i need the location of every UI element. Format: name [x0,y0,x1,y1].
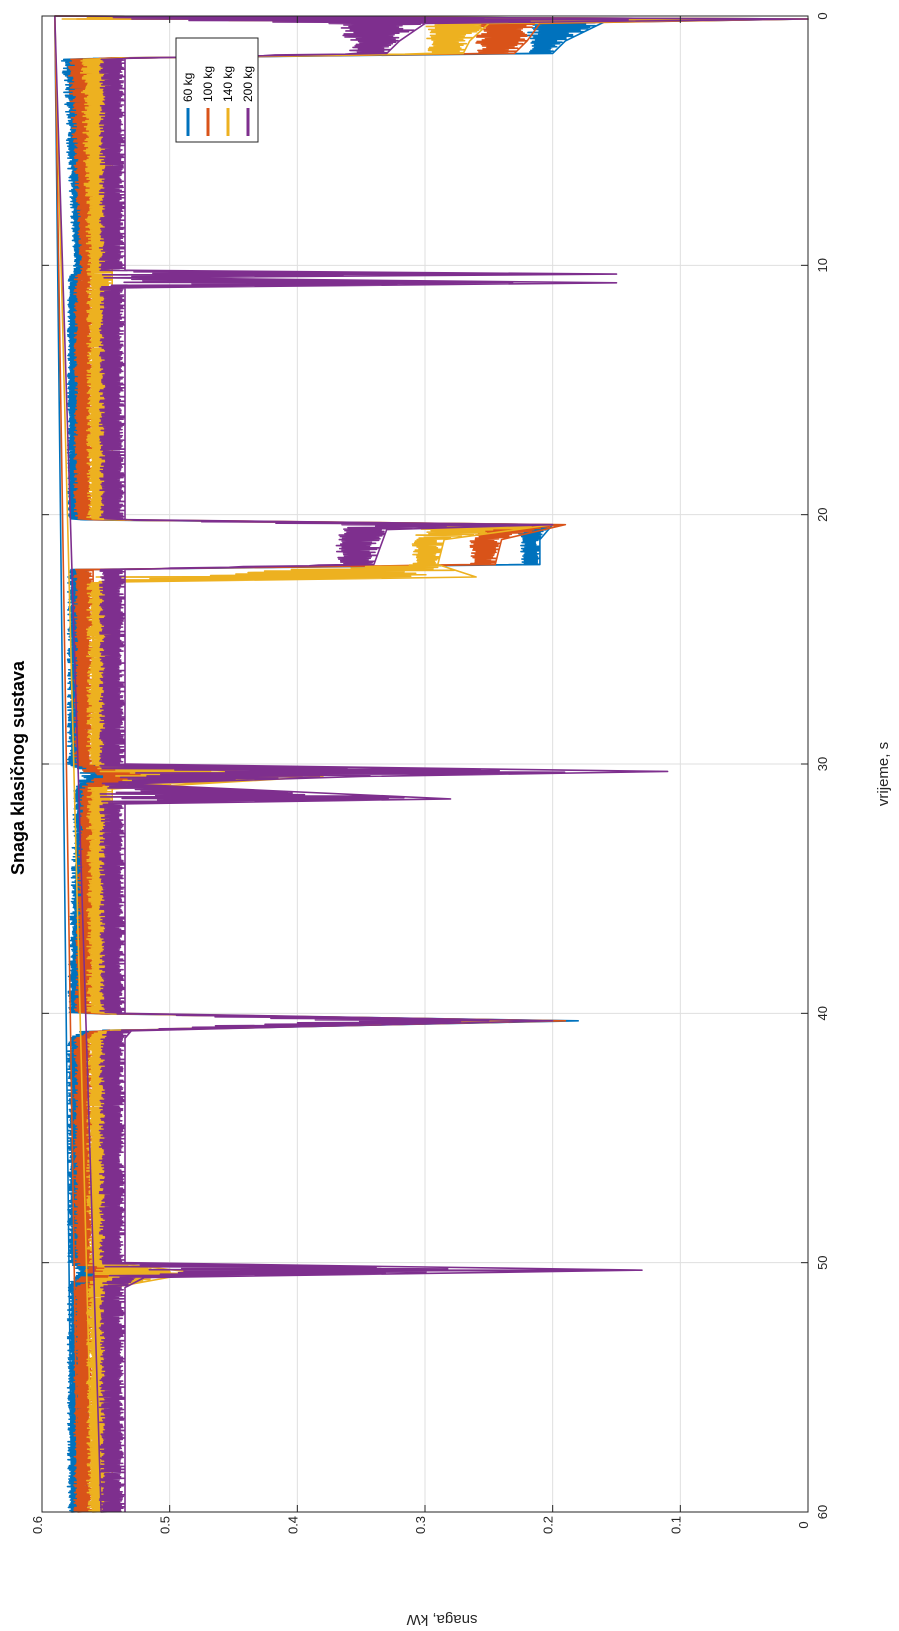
legend-label-3: 200 kg [241,66,255,102]
legend: 60 kg 100 kg 140 kg 200 kg [175,37,259,143]
power-tick-label-6: 0.6 [30,1516,45,1534]
time-tick-label-1: 10 [815,258,830,272]
time-tick-label-2: 20 [815,507,830,521]
power-tick-label-1: 0.1 [668,1516,683,1534]
power-tick-label-3: 0.3 [413,1516,428,1534]
y-axis-label: snaga, kW [406,1611,478,1628]
series-line-200-kg [54,15,809,1513]
time-tick-label-0: 0 [815,12,830,19]
power-tick-label-4: 0.4 [285,1516,300,1534]
legend-label-2: 140 kg [221,66,235,102]
time-tick-label-6: 60 [815,1505,830,1519]
legend-label-1: 100 kg [201,66,215,102]
time-tick-label-3: 30 [815,757,830,771]
x-axis-label: vrijeme, s [875,742,892,806]
power-tick-label-2: 0.2 [541,1516,556,1534]
time-tick-label-4: 40 [815,1006,830,1020]
legend-box [175,37,259,143]
chart-title: Snaga klasičnog sustava [8,660,28,875]
time-tick-label-5: 50 [815,1255,830,1269]
power-tick-label-5: 0.5 [158,1516,173,1534]
legend-label-0: 60 kg [181,73,195,102]
plot-area: 0 10 20 30 40 50 60 0 0.1 0.2 0.3 0.4 0.5 0.6 [30,12,830,1534]
power-tick-label-0: 0 [796,1521,811,1528]
